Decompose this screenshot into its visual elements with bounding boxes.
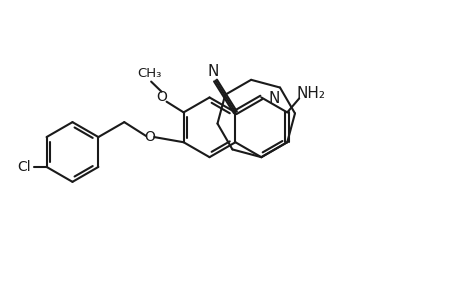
Text: Cl: Cl [17, 160, 30, 174]
Text: N: N [268, 91, 279, 106]
Text: O: O [145, 130, 155, 144]
Text: NH₂: NH₂ [296, 86, 325, 101]
Text: N: N [207, 64, 218, 79]
Text: O: O [156, 90, 167, 104]
Text: CH₃: CH₃ [137, 67, 161, 80]
